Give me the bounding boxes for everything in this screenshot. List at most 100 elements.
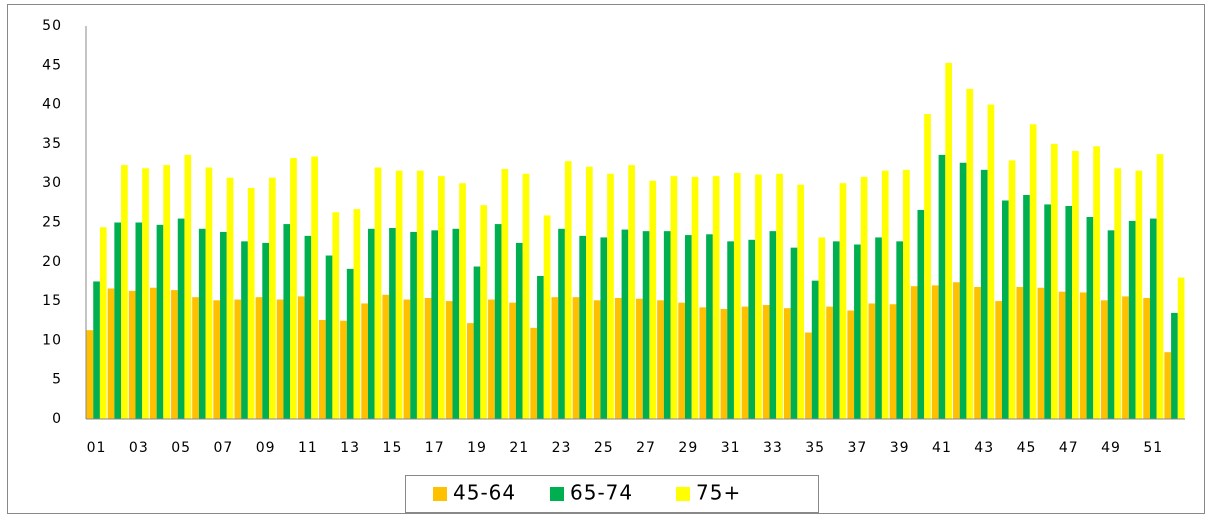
x-tick-label: 13 xyxy=(340,440,360,456)
legend-swatch xyxy=(550,487,564,501)
bar xyxy=(445,301,453,419)
bar xyxy=(818,237,826,419)
bar xyxy=(459,183,466,419)
bar xyxy=(670,176,678,419)
bar xyxy=(896,241,904,419)
bar xyxy=(1058,291,1066,419)
bar xyxy=(712,176,720,419)
bar xyxy=(205,167,213,419)
bar xyxy=(868,303,876,419)
bar xyxy=(1086,216,1094,419)
bar xyxy=(332,212,340,419)
y-tick-label: 5 xyxy=(52,372,62,388)
bar xyxy=(649,180,657,419)
legend-label: 65-74 xyxy=(570,481,633,505)
bar xyxy=(769,231,777,419)
bar xyxy=(346,268,354,419)
bar xyxy=(290,158,297,419)
y-tick-label: 50 xyxy=(42,18,62,34)
x-tick-label: 21 xyxy=(509,440,529,456)
bar xyxy=(776,173,783,419)
bar xyxy=(501,169,509,419)
bar xyxy=(1164,352,1172,419)
legend-label: 45-64 xyxy=(453,481,516,505)
bar xyxy=(699,307,707,419)
bar xyxy=(142,168,149,419)
bar xyxy=(438,176,445,419)
y-tick-label: 20 xyxy=(42,254,62,270)
bar xyxy=(241,241,248,419)
x-tick-label: 49 xyxy=(1101,440,1121,456)
bar xyxy=(1177,277,1185,419)
bar xyxy=(1037,287,1045,419)
bar xyxy=(543,215,551,419)
x-tick-label: 39 xyxy=(890,440,910,456)
bar xyxy=(938,154,946,420)
legend-swatch xyxy=(676,487,690,501)
bar xyxy=(1029,124,1037,419)
x-tick-label: 01 xyxy=(87,440,107,456)
x-tick-label: 23 xyxy=(552,440,572,456)
bar xyxy=(642,231,650,419)
bar xyxy=(720,308,728,419)
x-tick-label: 47 xyxy=(1059,440,1079,456)
bar xyxy=(910,286,918,419)
x-tick-label: 51 xyxy=(1143,440,1163,456)
bar xyxy=(1050,143,1058,419)
bar xyxy=(1016,286,1024,419)
bar xyxy=(564,161,572,419)
y-tick-label: 10 xyxy=(42,332,62,348)
bar xyxy=(551,297,559,419)
bar xyxy=(706,234,713,419)
bar xyxy=(311,156,318,419)
bar xyxy=(1135,170,1143,419)
bar xyxy=(980,169,988,419)
bar xyxy=(353,209,361,419)
legend-box xyxy=(405,475,819,513)
bar xyxy=(107,288,115,419)
bar xyxy=(374,167,382,419)
bar xyxy=(966,88,974,419)
bar xyxy=(325,255,333,419)
bar xyxy=(530,327,538,419)
bar xyxy=(628,165,635,419)
bar xyxy=(875,237,882,419)
bar xyxy=(1044,204,1051,419)
bar xyxy=(600,237,608,419)
bar xyxy=(99,227,107,419)
bar xyxy=(805,332,812,419)
bar xyxy=(1008,160,1016,419)
bar xyxy=(276,299,284,419)
bar xyxy=(607,173,614,419)
bar xyxy=(171,290,178,419)
bar xyxy=(192,297,199,419)
legend: 45-64 65-74 75+ xyxy=(433,481,740,505)
y-tick-label: 45 xyxy=(42,57,62,73)
bar xyxy=(184,154,192,420)
bar xyxy=(832,241,840,419)
bar xyxy=(515,242,523,419)
bar xyxy=(86,330,94,419)
bar xyxy=(149,287,157,419)
x-tick-label: 33 xyxy=(763,440,783,456)
x-tick-label: 25 xyxy=(594,440,614,456)
bar xyxy=(1143,297,1150,419)
bar xyxy=(614,297,622,419)
bar xyxy=(389,228,396,419)
bar xyxy=(121,165,128,419)
bar xyxy=(847,310,855,419)
y-tick-label: 35 xyxy=(42,136,62,152)
bar xyxy=(657,300,664,419)
bar xyxy=(1156,154,1164,420)
x-tick-label: 41 xyxy=(932,440,952,456)
bar xyxy=(1107,230,1115,419)
x-tick-label: 35 xyxy=(805,440,825,456)
bar xyxy=(494,224,502,419)
bar xyxy=(297,296,305,419)
bar xyxy=(1122,296,1129,419)
bar xyxy=(163,165,171,419)
x-tick-label: 43 xyxy=(974,440,994,456)
bar xyxy=(790,247,798,419)
bar xyxy=(854,244,861,419)
bar xyxy=(304,235,312,419)
